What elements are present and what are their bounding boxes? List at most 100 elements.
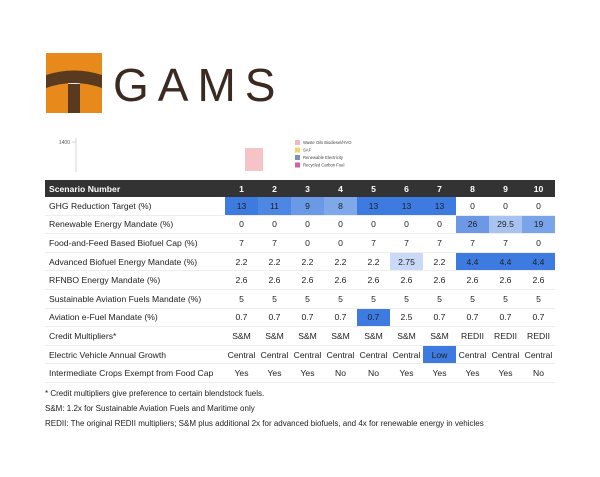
- table-cell: 5: [338, 293, 343, 304]
- header-cell: 9: [503, 183, 508, 194]
- table-cell: S&M: [331, 330, 350, 341]
- table-cell: 0: [503, 200, 508, 211]
- table-cell: Yes: [267, 368, 282, 379]
- row-label: RFNBO Energy Mandate (%): [49, 275, 161, 286]
- table-cell: 19: [522, 215, 555, 234]
- table-cell: 13: [390, 197, 423, 215]
- header-cell: 10: [533, 183, 544, 194]
- table-row: Electric Vehicle Annual Growth Central Cen…: [45, 345, 555, 365]
- table-cell: 0.7: [433, 312, 446, 323]
- legend-label: Recycled Carbon Fuel: [303, 163, 344, 168]
- table-cell: 13: [423, 197, 456, 215]
- table-cell: 7: [503, 237, 508, 248]
- table-row: Aviation e-Fuel Mandate (%) 0.7 0.7 0.7 0.7 0…: [45, 308, 555, 328]
- table-cell: 2.6: [433, 275, 446, 286]
- table-cell: Central: [491, 349, 520, 360]
- table-cell: 2.6: [334, 275, 347, 286]
- table-cell: 0: [437, 219, 442, 230]
- table-cell: 0: [239, 219, 244, 230]
- table-cell: 2.2: [235, 256, 248, 267]
- table-cell: 7: [404, 237, 409, 248]
- table-cell: No: [368, 368, 379, 379]
- table-cell: Central: [524, 349, 553, 360]
- table-cell: 0: [536, 200, 541, 211]
- table-cell: 5: [437, 293, 442, 304]
- table-cell: 13: [357, 197, 390, 215]
- table-cell: 2.2: [268, 256, 281, 267]
- table-cell: 2.75: [390, 252, 423, 271]
- table-cell: 0: [338, 237, 343, 248]
- table-cell: 7: [272, 237, 277, 248]
- table-cell: S&M: [397, 330, 416, 341]
- table-cell: 8: [324, 197, 357, 215]
- table-cell: 0: [305, 219, 310, 230]
- y-tick-label: 1400: [59, 140, 70, 146]
- table-row: RFNBO Energy Mandate (%) 2.6 2.6 2.6 2.6 2.6 2…: [45, 271, 555, 290]
- table-cell: Central: [260, 349, 289, 360]
- table-cell: 0.7: [268, 312, 281, 323]
- legend: Waste Oils Biodiesel/HVO SAF Renewable Ele…: [295, 140, 352, 168]
- logo-text: GAMS: [113, 59, 285, 111]
- table-cell: 0.7: [357, 308, 390, 327]
- header-cell: 5: [371, 183, 376, 194]
- header-cell: 2: [272, 183, 277, 194]
- table-cell: 2.6: [466, 275, 479, 286]
- table-cell: REDII: [494, 330, 517, 341]
- legend-swatch: [295, 140, 300, 145]
- table-cell: 7: [239, 237, 244, 248]
- table-row: GHG Reduction Target (%) 13 11 9 8 13 13 13 0 0 0: [45, 197, 555, 216]
- table-row: Intermediate Crops Exempt from Food Cap Y…: [45, 364, 555, 383]
- legend-label: Renewable Electricity: [303, 155, 344, 160]
- table-cell: 4.4: [456, 252, 489, 271]
- table-cell: Yes: [300, 368, 315, 379]
- table-cell: 5: [470, 293, 475, 304]
- table-cell: 0: [404, 219, 409, 230]
- table-cell: 5: [404, 293, 409, 304]
- table-cell: S&M: [298, 330, 317, 341]
- table-cell: S&M: [430, 330, 449, 341]
- table-row: Credit Multipliers* S&M S&M S&M S&M S&M S&M S&M…: [45, 327, 555, 346]
- table-cell: Yes: [498, 368, 513, 379]
- header-cell: 7: [437, 183, 442, 194]
- table-cell: 2.6: [235, 275, 248, 286]
- table-cell: 0.7: [235, 312, 248, 323]
- footnote: * Credit multipliers give preference to …: [45, 389, 265, 398]
- table-cell: 7: [470, 237, 475, 248]
- row-label: Sustainable Aviation Fuels Mandate (%): [49, 293, 202, 304]
- table-cell: Central: [392, 349, 421, 360]
- table-cell: 5: [371, 293, 376, 304]
- table-cell: 0.7: [466, 312, 479, 323]
- table-cell: 4.4: [489, 252, 522, 271]
- table-cell: 2.6: [268, 275, 281, 286]
- scenario-table: Scenario Number 1 2 3 4 5 6 7 8 9 10 GHG Reduction …: [45, 180, 555, 383]
- table-cell: 0: [371, 219, 376, 230]
- table-cell: 2.6: [301, 275, 314, 286]
- table-cell: 2.2: [433, 256, 446, 267]
- table-cell: S&M: [364, 330, 383, 341]
- row-label: Advanced Biofuel Energy Mandate (%): [49, 256, 198, 267]
- table-cell: 5: [272, 293, 277, 304]
- table-cell: 13: [225, 197, 258, 215]
- table-cell: Yes: [465, 368, 480, 379]
- table-cell: 0: [305, 237, 310, 248]
- header-cell: 6: [404, 183, 409, 194]
- table-cell: 7: [371, 237, 376, 248]
- row-label: Aviation e-Fuel Mandate (%): [49, 312, 158, 323]
- table-cell: REDII: [527, 330, 550, 341]
- table-cell: 0.7: [499, 312, 512, 323]
- legend-swatch: [295, 147, 300, 153]
- table-cell: Low: [423, 345, 456, 364]
- row-label: Electric Vehicle Annual Growth: [49, 349, 167, 360]
- table-cell: 5: [503, 293, 508, 304]
- table-cell: 2.6: [400, 275, 413, 286]
- table-cell: 2.6: [499, 275, 512, 286]
- table-row: Food-and-Feed Based Biofuel Cap (%) 7 7 0 0 7…: [45, 234, 555, 253]
- header-row: Scenario Number 1 2 3 4 5 6 7 8 9 10: [45, 180, 555, 197]
- table-cell: 0: [272, 219, 277, 230]
- table-cell: 5: [536, 293, 541, 304]
- table-cell: 0: [536, 237, 541, 248]
- table-cell: Yes: [399, 368, 414, 379]
- legend-label: SAF: [303, 148, 312, 153]
- table-cell: REDII: [461, 330, 484, 341]
